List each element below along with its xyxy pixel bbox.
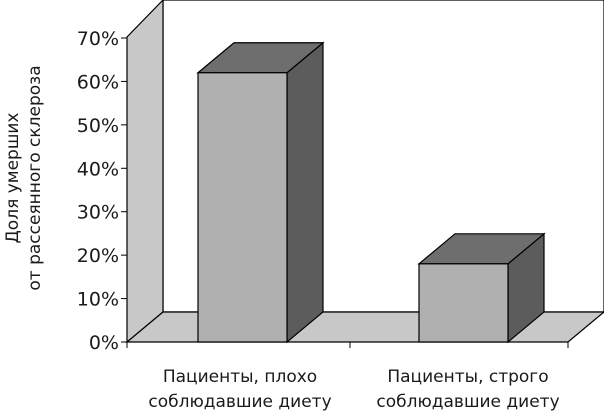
y-tick-label: 50%: [77, 115, 119, 137]
y-tick-label: 10%: [77, 289, 119, 311]
bar: [417, 232, 546, 344]
y-tick-label: 30%: [77, 202, 119, 224]
y-tick-label: 0%: [89, 332, 119, 354]
bar-side: [286, 41, 324, 344]
y-axis-title: Доля умерших от рассеянного склероза: [3, 65, 45, 290]
y-tick-label: 60%: [77, 71, 119, 93]
bar-group: [196, 41, 546, 344]
y-tick-label: 40%: [77, 158, 119, 180]
side-wall: [126, 0, 164, 344]
bar-front: [197, 72, 288, 343]
category-label: Пациенты, строго соблюдавшие диету: [376, 367, 559, 412]
y-tick-label: 70%: [77, 28, 119, 50]
category-label: Пациенты, плохо соблюдавшие диету: [148, 367, 331, 412]
bar-front: [418, 263, 509, 343]
y-axis-title-group: Доля умерших от рассеянного склероза: [3, 65, 45, 290]
y-axis-ticks: 0% 10% 20% 30% 40% 50% 60% 70%: [77, 28, 569, 354]
x-axis-categories: Пациенты, плохо соблюдавшие диету Пациенты…: [148, 367, 559, 412]
bar: [196, 41, 325, 344]
y-tick-label: 20%: [77, 245, 119, 267]
